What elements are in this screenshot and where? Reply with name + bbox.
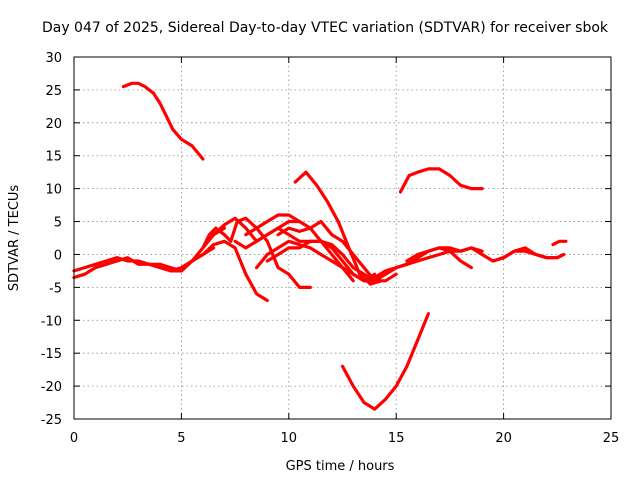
chart-title: Day 047 of 2025, Sidereal Day-to-day VTE… [42, 20, 609, 36]
y-tick-label: 10 [45, 183, 62, 198]
series-track-13 [398, 167, 484, 194]
y-tick-label: -10 [41, 314, 62, 329]
series-track-2 [72, 226, 226, 273]
series-track-3 [158, 239, 269, 303]
series-track-19 [551, 239, 568, 247]
series-track-17 [405, 246, 484, 263]
x-tick-label: 0 [70, 431, 78, 446]
plot-frame [73, 56, 612, 420]
y-tick-label: -25 [41, 413, 62, 428]
series-track-4 [201, 216, 312, 289]
x-tick-label: 15 [388, 431, 405, 446]
series-track-14 [340, 312, 430, 411]
y-tick-label: -20 [41, 380, 62, 395]
series-layer [72, 81, 568, 411]
y-tick-label: 20 [45, 117, 62, 132]
series-track-9 [276, 219, 377, 283]
series-track-18 [491, 246, 566, 263]
series-track-10 [244, 213, 302, 237]
grid [74, 57, 611, 419]
x-tick-label: 5 [177, 431, 185, 446]
y-tick-label: 0 [54, 248, 62, 263]
x-tick-label: 10 [281, 431, 298, 446]
y-tick-label: 15 [45, 150, 62, 165]
y-tick-label: 25 [45, 84, 62, 99]
y-tick-label: 30 [45, 51, 62, 66]
y-tick-label: -5 [49, 281, 62, 296]
y-axis-label: SDTVAR / TECUs [7, 185, 22, 292]
y-tick-label: -15 [41, 347, 62, 362]
x-tick-label: 20 [495, 431, 512, 446]
series-track-5 [212, 216, 355, 283]
tick-labels: 0 5 10 15 20 25 -25 -20 -15 -10 -5 0 5 10 15 20 25 30 [41, 51, 620, 446]
series-track-12 [121, 81, 205, 161]
x-axis-label: GPS time / hours [286, 459, 395, 474]
y-tick-label: 5 [54, 216, 62, 231]
tick-marks [73, 56, 612, 420]
x-tick-label: 25 [603, 431, 620, 446]
